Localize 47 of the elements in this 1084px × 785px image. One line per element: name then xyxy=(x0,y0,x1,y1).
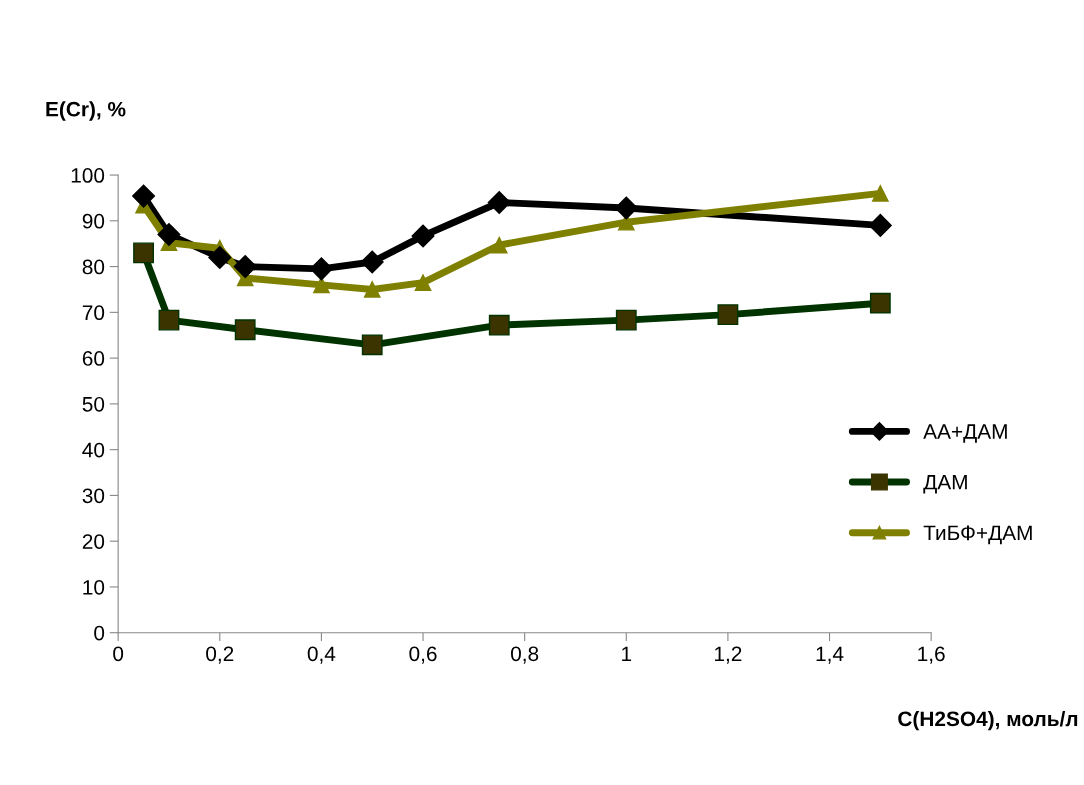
y-tick-label: 10 xyxy=(83,579,105,595)
x-tick-label: 1,2 xyxy=(715,646,742,664)
point xyxy=(157,223,181,247)
legend-label: ДАМ xyxy=(923,475,967,494)
point xyxy=(363,281,381,298)
y-tick-label: 90 xyxy=(82,213,105,229)
x-tick-label: 0,8 xyxy=(510,646,539,664)
legend-label: АА+ДАМ xyxy=(923,424,1007,443)
x-tick-label: 0 xyxy=(113,646,124,662)
y-tick-label: 80 xyxy=(82,259,105,275)
point xyxy=(208,245,232,269)
point xyxy=(411,224,435,248)
y-tick-label: 100 xyxy=(71,168,105,183)
y-tick-label: 60 xyxy=(82,351,105,366)
x-axis-title: C(H2SO4), моль/л xyxy=(898,710,1078,731)
point xyxy=(133,242,154,264)
point xyxy=(487,191,511,215)
y-tick-label: 30 xyxy=(82,488,105,504)
x-tick-label: 0,4 xyxy=(307,646,336,664)
point xyxy=(132,184,156,208)
y-tick-label: 70 xyxy=(82,305,105,321)
point xyxy=(361,334,383,356)
y-tick-label: 40 xyxy=(82,442,105,458)
legend-label: ТиБФ+ДАМ xyxy=(923,525,1032,545)
y-axis-title: E(Cr), % xyxy=(46,101,126,121)
point xyxy=(158,309,180,331)
point xyxy=(488,314,510,336)
point xyxy=(309,257,333,281)
point xyxy=(717,304,739,326)
point xyxy=(615,309,637,331)
point xyxy=(234,319,256,341)
point xyxy=(360,250,384,274)
point xyxy=(869,292,891,314)
y-tick-label: 20 xyxy=(82,534,105,549)
point xyxy=(490,236,508,254)
y-tick-label: 50 xyxy=(82,396,105,412)
x-tick-label: 1,6 xyxy=(918,646,945,664)
y-tick-label: 0 xyxy=(94,625,105,641)
point xyxy=(233,255,257,279)
x-tick-label: 1,4 xyxy=(816,646,844,664)
x-tick-label: 0,6 xyxy=(409,646,437,664)
point xyxy=(872,185,889,202)
point xyxy=(614,196,638,220)
x-tick-label: 1 xyxy=(622,646,632,661)
point xyxy=(868,213,892,237)
point xyxy=(414,274,432,291)
x-tick-label: 0,2 xyxy=(206,646,234,664)
